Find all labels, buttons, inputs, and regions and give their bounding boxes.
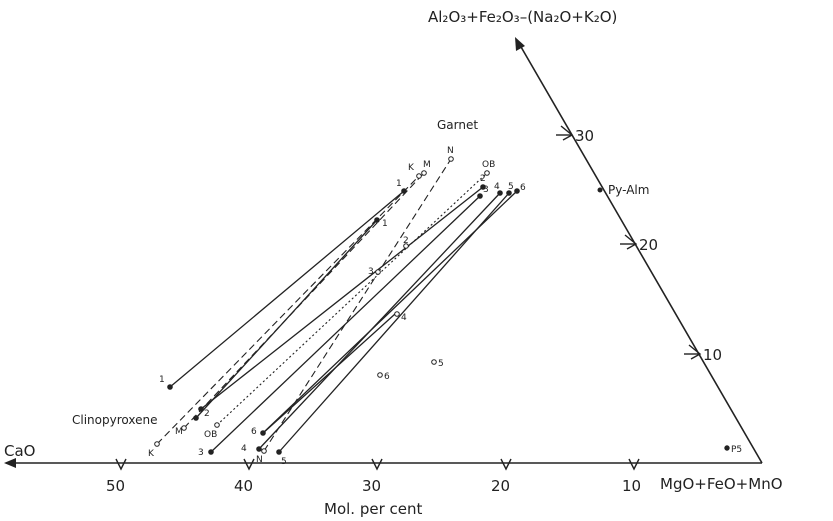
tick-mark-40 (243, 458, 255, 471)
cpx-label-3: 3 (198, 448, 204, 458)
cao-arrowhead (4, 458, 16, 468)
py-alm-point (597, 187, 603, 193)
clinopyroxene-label: Clinopyroxene (72, 413, 157, 427)
tie-line-3 (210, 195, 481, 453)
open-point-labels: 2 3 4 5 6 (368, 236, 444, 382)
open-label-3: 3 (368, 267, 374, 277)
tick-label-40: 40 (234, 477, 253, 495)
cpx-label-OB: OB (204, 430, 217, 440)
tie-line-2 (200, 186, 484, 410)
tick-mark-50 (115, 458, 127, 471)
tie-line-OB (216, 172, 488, 426)
cpx-label-5: 5 (281, 457, 287, 467)
right-vertex-label: MgO+FeO+MnO (660, 475, 783, 493)
cpx-label-2: 2 (204, 409, 210, 419)
p5-point (724, 445, 730, 451)
open-point-2 (403, 243, 409, 249)
bottom-ticks (115, 458, 640, 471)
tie-line-N (263, 158, 452, 452)
tie-line-1 (169, 190, 405, 388)
open-point-4 (394, 311, 400, 317)
open-label-4: 4 (401, 313, 407, 323)
cpx-label-1: 1 (159, 375, 165, 385)
tie-line-K (156, 175, 420, 445)
open-point-6 (377, 372, 383, 378)
open-label-5: 5 (438, 359, 444, 369)
solid-points (167, 184, 520, 455)
tick-label-10: 10 (622, 477, 641, 495)
solid-tie-lines (169, 186, 518, 453)
garnet-label: Garnet (437, 118, 478, 132)
cpx-label-K: K (148, 449, 155, 459)
open-label-2: 2 (403, 236, 409, 246)
tick-label-50: 50 (106, 477, 125, 495)
top-vertex-label: Al₂O₃+Fe₂O₃–(Na₂O+K₂O) (428, 8, 617, 26)
grt-label-N: N (447, 146, 454, 156)
tick-label-r20: 20 (639, 236, 658, 254)
grt-label-3: 3 (483, 185, 489, 195)
grt-labels: 1 1 2 3 4 5 6 K M N OB (382, 146, 526, 229)
mafic-al-edge (516, 39, 763, 464)
p5-label: P5 (731, 445, 742, 455)
open-label-6: 6 (384, 372, 390, 382)
grt-label-OB: OB (482, 160, 495, 170)
right-ticks (556, 125, 702, 360)
tick-label-30: 30 (362, 477, 381, 495)
cpx-label-4: 4 (241, 444, 247, 454)
al-arrowhead (515, 37, 525, 51)
grt-label-2: 2 (480, 174, 486, 184)
cpx-label-N: N (256, 455, 263, 465)
grt-label-5: 5 (508, 182, 514, 192)
grt-label-1-inner: 1 (382, 219, 388, 229)
tick-mark-r30 (560, 125, 574, 141)
tick-mark-20 (500, 458, 512, 471)
tie-line-4 (258, 192, 501, 450)
tie-line-M (183, 172, 425, 429)
grt-label-K: K (408, 163, 415, 173)
tie-line-6b (261, 313, 396, 435)
tick-mark-30 (371, 458, 383, 471)
axis-title: Mol. per cent (324, 500, 422, 518)
cpx-label-6: 6 (251, 427, 257, 437)
grt-label-4: 4 (494, 182, 500, 192)
tick-mark-10 (628, 458, 640, 471)
tick-label-r30: 30 (575, 127, 594, 145)
py-alm-label: Py-Alm (608, 183, 649, 197)
open-point-5 (431, 359, 437, 365)
tie-line-6 (262, 190, 518, 434)
tick-label-r10: 10 (703, 346, 722, 364)
open-points (154, 156, 490, 454)
cpx-label-M: M (175, 427, 183, 437)
grt-label-1: 1 (396, 179, 402, 189)
open-point-3 (375, 269, 381, 275)
grt-label-M: M (423, 160, 431, 170)
cpx-labels: 1 2 3 4 5 6 K M N OB (148, 375, 287, 467)
grt-label-6: 6 (520, 183, 526, 193)
left-vertex-label: CaO (4, 442, 35, 460)
tick-label-20: 20 (491, 477, 510, 495)
tie-line-5 (278, 192, 510, 453)
